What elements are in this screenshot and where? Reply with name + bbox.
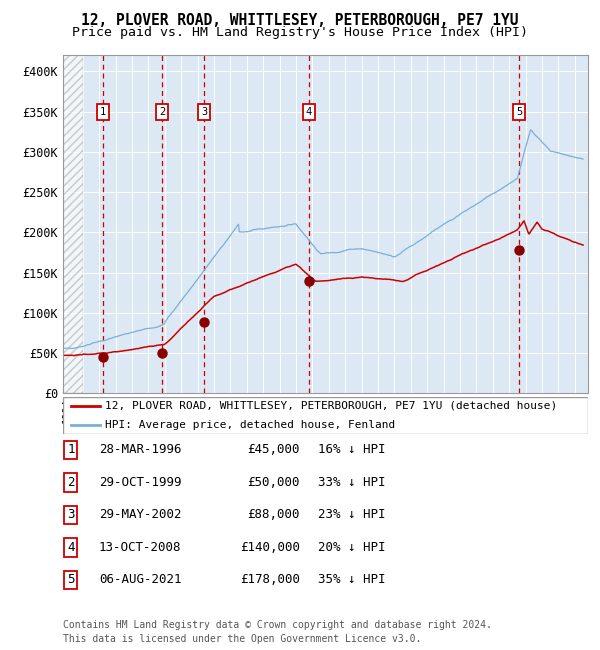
Text: Contains HM Land Registry data © Crown copyright and database right 2024.: Contains HM Land Registry data © Crown c… bbox=[63, 621, 492, 630]
Text: 29-MAY-2002: 29-MAY-2002 bbox=[99, 508, 182, 521]
Text: 5: 5 bbox=[67, 573, 74, 586]
Text: 23% ↓ HPI: 23% ↓ HPI bbox=[318, 508, 386, 521]
Text: 2: 2 bbox=[159, 107, 165, 116]
Text: 06-AUG-2021: 06-AUG-2021 bbox=[99, 573, 182, 586]
Text: HPI: Average price, detached house, Fenland: HPI: Average price, detached house, Fenl… bbox=[105, 420, 395, 430]
FancyBboxPatch shape bbox=[63, 396, 588, 434]
Text: 16% ↓ HPI: 16% ↓ HPI bbox=[318, 443, 386, 456]
Text: Price paid vs. HM Land Registry's House Price Index (HPI): Price paid vs. HM Land Registry's House … bbox=[72, 26, 528, 39]
Text: 1: 1 bbox=[100, 107, 106, 116]
Text: £88,000: £88,000 bbox=[248, 508, 300, 521]
Text: This data is licensed under the Open Government Licence v3.0.: This data is licensed under the Open Gov… bbox=[63, 634, 421, 644]
Text: 12, PLOVER ROAD, WHITTLESEY, PETERBOROUGH, PE7 1YU (detached house): 12, PLOVER ROAD, WHITTLESEY, PETERBOROUG… bbox=[105, 401, 557, 411]
Text: £140,000: £140,000 bbox=[240, 541, 300, 554]
Text: 35% ↓ HPI: 35% ↓ HPI bbox=[318, 573, 386, 586]
Text: £45,000: £45,000 bbox=[248, 443, 300, 456]
Text: £178,000: £178,000 bbox=[240, 573, 300, 586]
Text: 3: 3 bbox=[201, 107, 208, 116]
Text: 29-OCT-1999: 29-OCT-1999 bbox=[99, 476, 182, 489]
Text: 1: 1 bbox=[67, 443, 74, 456]
Text: £50,000: £50,000 bbox=[248, 476, 300, 489]
Text: 4: 4 bbox=[306, 107, 312, 116]
Text: 33% ↓ HPI: 33% ↓ HPI bbox=[318, 476, 386, 489]
Text: 20% ↓ HPI: 20% ↓ HPI bbox=[318, 541, 386, 554]
Text: 3: 3 bbox=[67, 508, 74, 521]
Text: 13-OCT-2008: 13-OCT-2008 bbox=[99, 541, 182, 554]
Text: 4: 4 bbox=[67, 541, 74, 554]
Text: 2: 2 bbox=[67, 476, 74, 489]
Text: 28-MAR-1996: 28-MAR-1996 bbox=[99, 443, 182, 456]
Text: 5: 5 bbox=[516, 107, 522, 116]
Text: 12, PLOVER ROAD, WHITTLESEY, PETERBOROUGH, PE7 1YU: 12, PLOVER ROAD, WHITTLESEY, PETERBOROUG… bbox=[81, 13, 519, 28]
